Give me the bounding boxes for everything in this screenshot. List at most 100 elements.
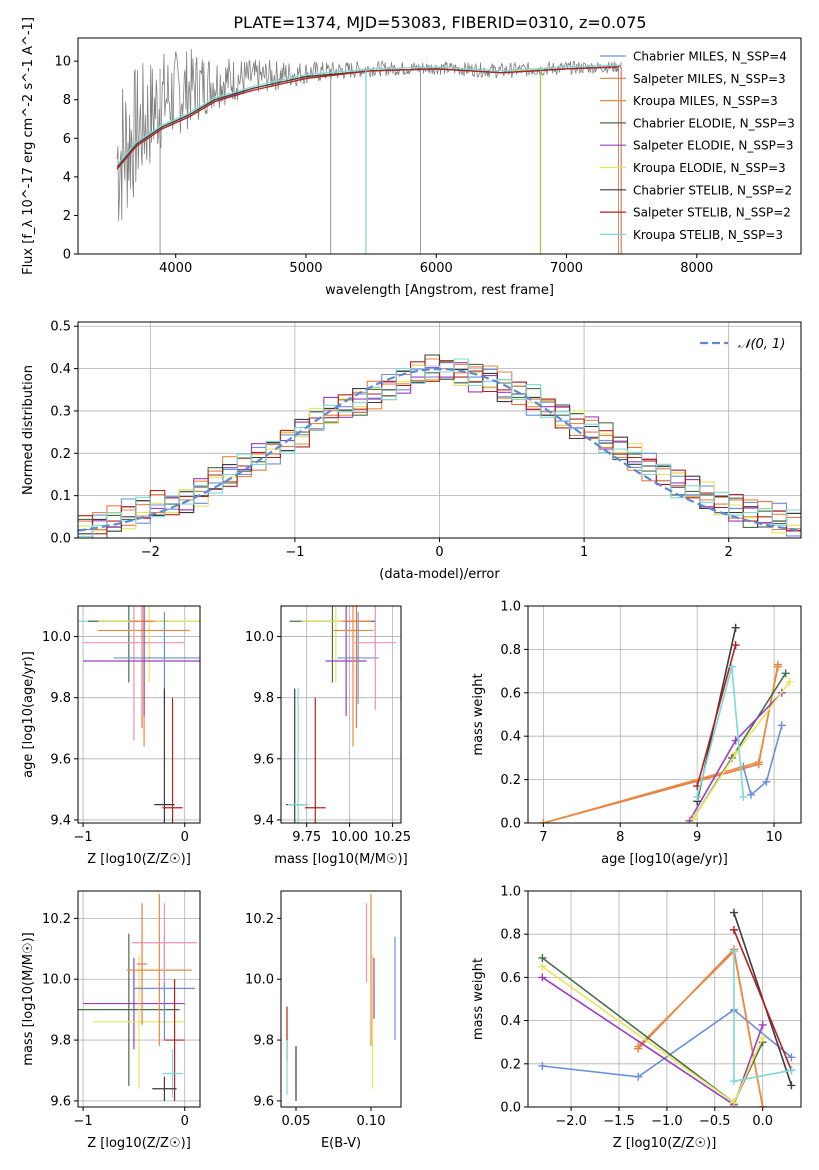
spectrum-plot-area	[116, 48, 622, 254]
residuals-frame: −2 −1 0 1 2 0.0 0.1 0.2 0.3 0.4 0.5 (data-model)/er…	[21, 320, 802, 582]
mass-weight-vs-Z-marker	[729, 1098, 738, 1107]
mass-vs-EBV-axes-frame	[280, 890, 402, 1108]
spectrum-legend-entry: Kroupa STELIB, N_SSP=3	[633, 228, 783, 242]
mass-weight-vs-Z-marker	[787, 1066, 796, 1075]
spectrum-xtick-label: 4000	[159, 261, 192, 276]
spectrum-ytick-label: 10	[54, 55, 71, 70]
mass-vs-Z-xlabel: Z [log10(Z/Z☉)]	[87, 1136, 191, 1151]
mass-weight-vs-Z-marker	[538, 1061, 547, 1070]
residuals-xtick-label: 1	[580, 545, 588, 560]
mass-weight-vs-Z-marker	[729, 947, 738, 956]
residuals-xlabel: (data-model)/error	[379, 567, 500, 582]
age-vs-Z-plot-area	[78, 606, 200, 823]
mass-weight-vs-age-marker	[727, 662, 736, 671]
mass-weight-vs-age-marker	[754, 758, 763, 767]
mass-weight-vs-Z-ytick-label: 1.0	[500, 885, 521, 900]
mass-weight-vs-age-ytick-label: 0.4	[500, 730, 521, 745]
residuals-histogram-6	[78, 354, 801, 535]
mass-vs-Z-xtick-label: 0	[181, 1114, 189, 1129]
age-vs-Z-frame: −1 0 9.4 9.6 9.8 10.0 Z [log10(Z/Z☉)] age [log1…	[21, 605, 201, 867]
residuals-ytick-label: 0.1	[50, 489, 71, 504]
mass-weight-vs-Z-xtick-label: 0.0	[752, 1114, 773, 1129]
spectrum-legend-entry: Salpeter STELIB, N_SSP=2	[633, 206, 791, 220]
mass-weight-vs-Z-ytick-label: 0.4	[500, 1014, 521, 1029]
mass-weight-vs-age-plot-area	[539, 623, 794, 823]
residuals-ytick-label: 0.3	[50, 404, 71, 419]
mass-weight-vs-age-xtick-label: 8	[616, 830, 624, 845]
spectrum-model-line-8	[116, 64, 619, 166]
mass-weight-vs-Z-ytick-label: 0.8	[500, 928, 521, 943]
mass-weight-vs-age-xtick-label: 10	[766, 830, 783, 845]
spectrum-data-trace	[116, 48, 622, 221]
mass-weight-vs-Z-xlabel: Z [log10(Z/Z☉)]	[613, 1136, 717, 1151]
mass-vs-EBV-ytick-label: 9.8	[253, 1034, 274, 1049]
age-vs-mass-axes-frame	[280, 605, 402, 824]
age-vs-Z-ytick-label: 10.0	[42, 630, 71, 645]
age-vs-Z-ytick-label: 9.4	[50, 813, 71, 828]
mass-weight-vs-Z-marker	[758, 1103, 767, 1107]
mass-vs-EBV-ytick-label: 10.2	[245, 912, 274, 927]
mass-vs-EBV-plot-area	[286, 894, 396, 1101]
mass-weight-vs-Z-marker	[538, 953, 547, 962]
spectrum-xtick-label: 7000	[550, 261, 583, 276]
spectrum-xlabel: wavelength [Angstrom, rest frame]	[325, 283, 554, 298]
mass-vs-Z-ylabel: mass [log10(M/M☉)]	[21, 932, 36, 1065]
age-vs-mass-ytick-label: 9.4	[253, 813, 274, 828]
mass-weight-vs-Z-marker	[538, 973, 547, 982]
mass-weight-vs-age-marker	[773, 662, 782, 671]
mass-weight-vs-age-marker	[747, 790, 756, 799]
mass-weight-vs-age-ytick-label: 0.0	[500, 817, 521, 832]
spectrum-ytick-label: 8	[63, 93, 71, 108]
mass-weight-vs-age-marker	[777, 721, 786, 730]
age-vs-mass-xtick-label: 10.00	[331, 830, 368, 845]
spectrum-legend-entry: Chabrier STELIB, N_SSP=2	[633, 183, 792, 197]
residuals-ylabel: Normed distribution	[21, 365, 36, 495]
mass-weight-vs-Z-ylabel: mass weight	[471, 958, 486, 1040]
spectrum-legend-entry: Kroupa ELODIE, N_SSP=3	[633, 161, 786, 175]
age-vs-Z-xlabel: Z [log10(Z/Z☉)]	[87, 852, 191, 867]
age-vs-Z-xtick-label: 0	[181, 830, 189, 845]
age-vs-mass-ytick-label: 9.6	[253, 752, 274, 767]
spectrum-legend-entry: Salpeter ELODIE, N_SSP=3	[633, 139, 794, 153]
residuals-ytick-label: 0.2	[50, 447, 71, 462]
age-vs-mass-axes	[281, 606, 401, 823]
mass-weight-vs-Z-marker	[538, 962, 547, 971]
residuals-gaussian-curve	[78, 367, 801, 532]
residuals-legend: 𝒩(0, 1)	[700, 337, 785, 352]
mass-weight-vs-Z-xtick-label: −1.5	[603, 1114, 635, 1129]
mass-weight-vs-Z-marker	[787, 1081, 796, 1090]
spectrum-xtick-label: 5000	[289, 261, 322, 276]
mass-weight-vs-age-xtick-label: 9	[693, 830, 701, 845]
mass-vs-Z-ytick-label: 10.2	[42, 912, 71, 927]
mass-vs-Z-ytick-label: 10.0	[42, 973, 71, 988]
mass-weight-vs-age-marker	[762, 777, 771, 786]
mass-weight-vs-age-marker	[539, 819, 548, 823]
figure-title: PLATE=1374, MJD=53083, FIBERID=0310, z=0…	[233, 13, 646, 32]
mass-weight-vs-Z-marker	[729, 925, 738, 934]
spectrum-ytick-label: 0	[63, 248, 71, 263]
spectrum-legend-entry: Chabrier ELODIE, N_SSP=3	[633, 116, 795, 130]
mass-vs-Z-axes-frame	[77, 890, 201, 1108]
mass-weight-vs-age-axes-frame	[527, 605, 802, 824]
mass-weight-vs-Z-frame: −2.0 −1.5 −1.0 −0.5 0.0 0.0 0.2 0.4 0.6 0.8 1.0 Z […	[471, 885, 802, 1151]
age-vs-mass-xtick-label: 9.75	[292, 830, 321, 845]
mass-weight-vs-Z-axes-frame	[527, 890, 802, 1108]
spectrum-legend: Chabrier MILES, N_SSP=4 Salpeter MILES, N…	[600, 50, 795, 242]
spectrum-legend-entry: Salpeter MILES, N_SSP=3	[633, 72, 786, 86]
mass-weight-vs-Z-ytick-label: 0.6	[500, 971, 521, 986]
age-vs-Z-xtick-label: −1	[73, 830, 92, 845]
mass-weight-vs-Z-marker	[758, 1033, 767, 1042]
mass-weight-vs-Z-marker	[634, 1072, 643, 1081]
mass-vs-EBV-frame: 0.05 0.10 9.6 9.8 10.0 10.2 E(B-V)	[245, 890, 402, 1151]
mass-weight-vs-Z-series-line-7	[733, 929, 793, 1071]
age-vs-Z-ytick-label: 9.6	[50, 752, 71, 767]
mass-weight-vs-Z-marker	[729, 1077, 738, 1086]
age-vs-mass-ytick-label: 10.0	[245, 630, 274, 645]
mass-weight-vs-age-series-line-7	[696, 644, 737, 787]
mass-weight-vs-Z-xtick-label: −2.0	[555, 1114, 587, 1129]
mass-vs-EBV-ytick-label: 9.6	[253, 1094, 274, 1109]
mass-vs-Z-plot-area	[78, 894, 197, 1101]
age-vs-Z-ylabel: age [log10(age/yr)]	[21, 651, 36, 778]
residuals-xtick-label: 2	[725, 545, 733, 560]
